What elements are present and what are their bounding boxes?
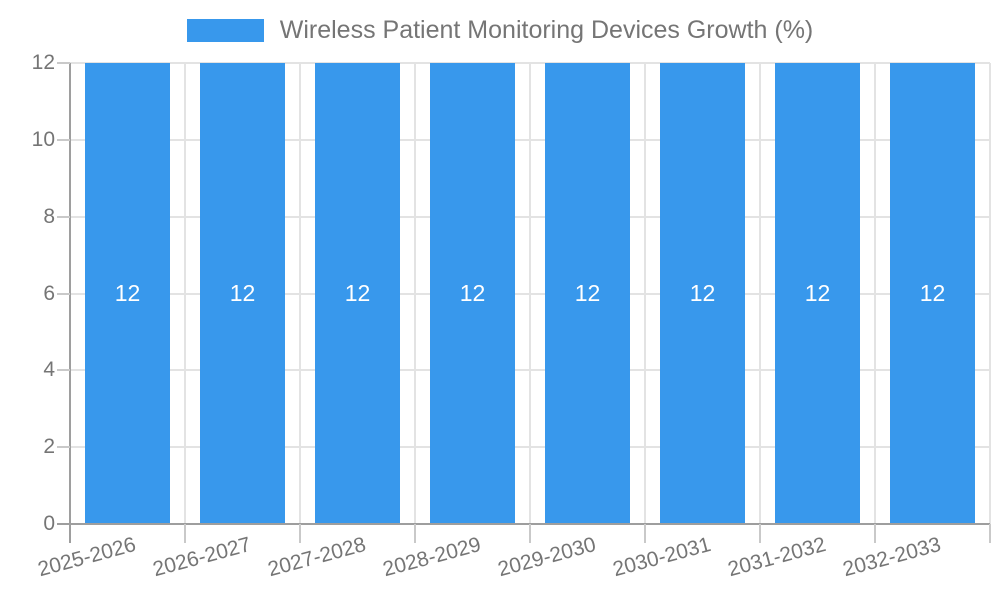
x-axis-tick <box>989 524 991 543</box>
legend-swatch <box>186 18 264 42</box>
x-tick-label: 2025-2026 <box>35 533 139 582</box>
bar-value-label: 12 <box>689 280 716 306</box>
x-axis-line <box>57 523 990 525</box>
v-gridline <box>759 63 761 524</box>
bar-value-label: 12 <box>114 280 141 306</box>
v-gridline <box>184 63 186 524</box>
legend[interactable]: Wireless Patient Monitoring Devices Grow… <box>0 16 1000 44</box>
bar[interactable]: 12 <box>545 63 630 524</box>
y-axis-tick <box>57 446 70 449</box>
v-gridline <box>299 63 301 524</box>
bar[interactable]: 12 <box>890 63 975 524</box>
y-tick-label: 4 <box>43 358 55 382</box>
x-axis-tick <box>414 524 416 543</box>
x-axis-tick <box>299 524 301 543</box>
x-tick-label: 2026-2027 <box>150 533 254 582</box>
bar[interactable]: 12 <box>430 63 515 524</box>
bar-value-label: 12 <box>574 280 601 306</box>
bar-value-label: 12 <box>229 280 256 306</box>
x-axis-tick <box>184 524 186 543</box>
x-tick-label: 2027-2028 <box>265 533 369 582</box>
plot-area: 12 12 12 12 12 12 12 12 <box>70 62 991 524</box>
bar-value-label: 12 <box>344 280 371 306</box>
y-tick-label: 0 <box>43 512 55 535</box>
v-gridline <box>874 63 876 524</box>
y-axis-line <box>69 63 71 543</box>
y-tick-label: 10 <box>31 127 55 151</box>
x-axis-tick <box>874 524 876 543</box>
v-gridline <box>989 63 991 524</box>
x-axis-tick <box>529 524 531 543</box>
bar[interactable]: 12 <box>315 63 400 524</box>
y-axis-tick <box>57 292 70 295</box>
bar[interactable]: 12 <box>200 63 285 524</box>
v-gridline <box>414 63 416 524</box>
y-axis-tick <box>57 62 70 64</box>
v-gridline <box>529 63 531 524</box>
y-tick-label: 2 <box>43 435 55 459</box>
y-tick-label: 6 <box>43 281 55 305</box>
bar[interactable]: 12 <box>660 63 745 524</box>
x-tick-label: 2030-2031 <box>610 533 714 582</box>
v-gridline <box>644 63 646 524</box>
bar[interactable]: 12 <box>775 63 860 524</box>
bar-value-label: 12 <box>919 280 946 306</box>
x-tick-label: 2029-2030 <box>495 533 599 582</box>
y-axis-tick <box>57 215 70 218</box>
x-axis-tick <box>759 524 761 543</box>
x-tick-label: 2028-2029 <box>380 533 484 582</box>
y-axis-tick <box>57 369 70 372</box>
bar[interactable]: 12 <box>85 63 170 524</box>
x-axis-tick <box>644 524 646 543</box>
bar-value-label: 12 <box>804 280 831 306</box>
y-tick-label: 12 <box>31 51 55 74</box>
legend-label: Wireless Patient Monitoring Devices Grow… <box>279 16 814 44</box>
y-axis-tick <box>57 138 70 141</box>
x-tick-label: 2032-2033 <box>840 533 944 582</box>
y-tick-label: 8 <box>43 204 55 228</box>
x-tick-label: 2031-2032 <box>725 533 829 582</box>
bar-value-label: 12 <box>459 280 486 306</box>
